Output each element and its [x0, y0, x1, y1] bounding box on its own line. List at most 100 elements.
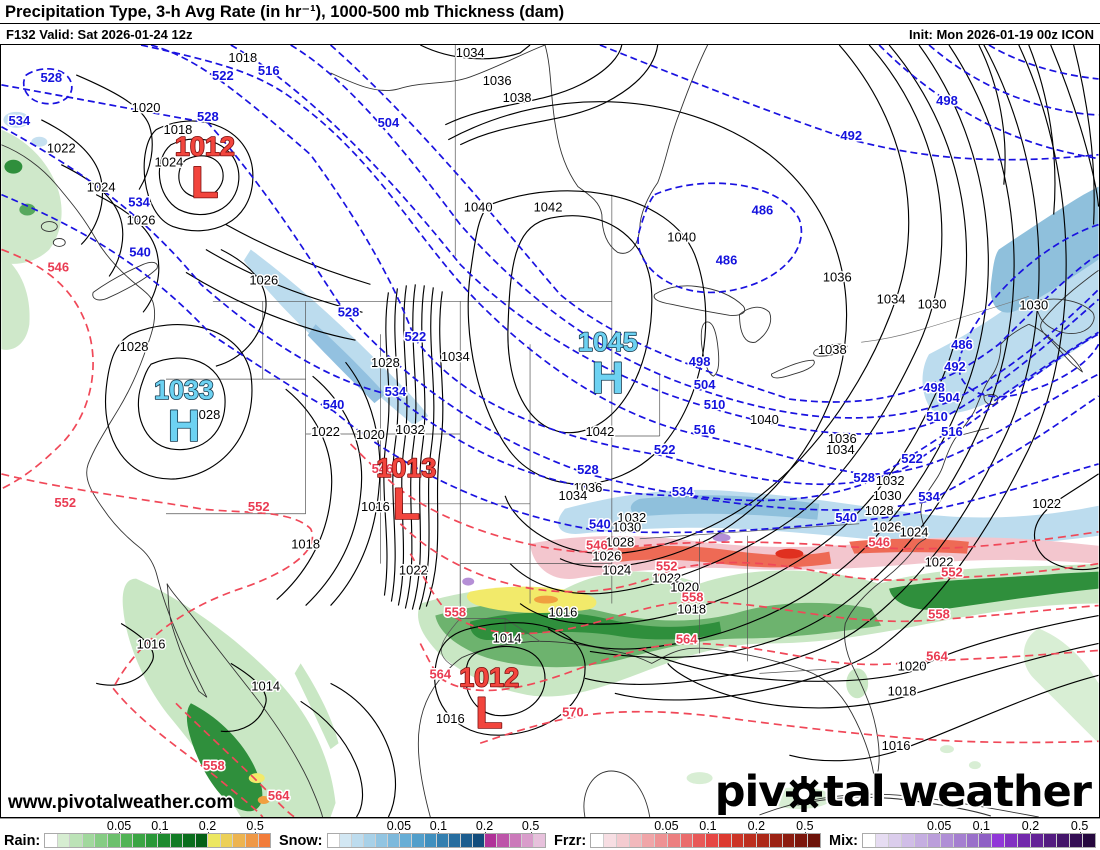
legend-color-cell [1005, 834, 1019, 847]
thickness-label-cold: 528 [577, 462, 599, 477]
thickness-label-warm: 564 [268, 788, 290, 803]
thickness-label-warm: 546 [586, 538, 608, 553]
contour-labels-layer: 1018 103410361038102010181022102410241026… [7, 45, 1063, 805]
thickness-label-cold: 492 [840, 128, 862, 143]
legend-label: Mix: [829, 833, 858, 849]
thickness-label-warm: 546 [372, 461, 394, 476]
thickness-label-warm: 546 [47, 259, 69, 274]
isobar-label: 1036 [573, 480, 602, 495]
legend-color-cell [769, 834, 783, 847]
legend-label: Snow: [279, 833, 323, 849]
thickness-label-warm: 552 [54, 495, 76, 510]
header: Precipitation Type, 3-h Avg Rate (in hr⁻… [0, 0, 1100, 24]
legend-color-cell [875, 834, 889, 847]
thickness-label-cold: 534 [9, 113, 31, 128]
isobar-label: 1024 [87, 180, 116, 195]
isobar-label: 1042 [585, 424, 614, 439]
isobar-lines [41, 45, 1099, 817]
isobar-label: 1024 [900, 525, 929, 540]
isobar-label: 1030 [918, 296, 947, 311]
legend-color-cell [966, 834, 980, 847]
thickness-label-cold: 486 [716, 252, 738, 267]
isobar-label: 1034 [456, 45, 485, 60]
isobar-label: 1034 [441, 349, 470, 364]
legend-tick-label: 0.05 [654, 819, 679, 833]
thickness-label-warm: 558 [682, 590, 704, 605]
legend-color-cell [45, 834, 58, 847]
weather-map-canvas: 1018 103410361038102010181022102410241026… [1, 45, 1099, 817]
thickness-label-cold: 540 [589, 517, 611, 532]
legend-color-cell [351, 834, 364, 847]
thickness-label-cold: 522 [901, 451, 923, 466]
init-time-label: Init: Mon 2026-01-19 00z ICON [909, 26, 1094, 42]
pressure-center-value: 1012 [459, 662, 519, 692]
legend-color-cell [667, 834, 681, 847]
thickness-label-warm: 564 [429, 666, 451, 681]
legend-color-cell [424, 834, 437, 847]
legend-group-frzr: Frzr: 0.05 0.1 0.2 0.5 [550, 819, 825, 850]
isobar-label: 1022 [652, 571, 681, 586]
legend-tick-label: 0.1 [972, 819, 991, 833]
legend-label: Frzr: [554, 833, 587, 849]
precip-legend: Rain: 0.05 0.1 0.2 0.5 Snow: 0.05 0.1 0.2 0.5 Frzr… [0, 818, 1100, 850]
isobar-label: 1040 [667, 229, 696, 244]
isobar-label: 1028 [371, 355, 400, 370]
thickness-label-cold: 528 [40, 70, 62, 85]
legend-color-cell [220, 834, 234, 847]
thickness-label-cold: 528 [338, 304, 360, 319]
thickness-label-cold: 504 [938, 390, 960, 405]
thickness-label-cold: 534 [672, 484, 694, 499]
isobar-label: 1018 [228, 50, 257, 65]
thickness-label-cold: 498 [936, 93, 958, 108]
legend-label: Rain: [4, 833, 41, 849]
thickness-label-cold: 516 [941, 424, 963, 439]
legend-color-cell [604, 834, 617, 847]
legend-color-cell [533, 834, 546, 847]
thickness-label-cold: 528 [853, 470, 875, 485]
thickness-label-cold: 486 [752, 203, 774, 218]
isobar-label: 1022 [399, 563, 428, 578]
legend-color-cell [133, 834, 146, 847]
high-pressure-marker: H [168, 400, 200, 451]
isobar-label: 1020 [132, 100, 161, 115]
legend-color-cell [706, 834, 719, 847]
thickness-label-warm: 570 [562, 704, 584, 719]
legend-color-cell [642, 834, 656, 847]
legend-color-cell [258, 834, 271, 847]
legend-color-cell [461, 834, 474, 847]
isobar-label: 1034 [877, 291, 906, 306]
legend-color-cell [412, 834, 425, 847]
valid-time-label: F132 Valid: Sat 2026-01-24 12z [6, 26, 193, 42]
isobar-label: 1040 [464, 200, 493, 215]
legend-color-cell [158, 834, 171, 847]
isobar-label: 1018 [164, 122, 193, 137]
thickness-label-cold: 510 [926, 409, 948, 424]
legend-color-cell [70, 834, 83, 847]
isobar-label: 1022 [1032, 496, 1061, 511]
isobar-label: 1032 [617, 510, 646, 525]
thickness-label-cold: 534 [918, 489, 940, 504]
gear-icon [786, 776, 823, 812]
isobar-label: 1020 [898, 658, 927, 673]
legend-color-cell [107, 834, 121, 847]
isobar-label: 1026 [873, 520, 902, 535]
thickness-label-cold: 504 [694, 377, 716, 392]
legend-color-cell [183, 834, 196, 847]
pivotal-weather-logo: piv tal weather [715, 767, 1092, 817]
legend-color-cell [914, 834, 928, 847]
legend-color-cell [757, 834, 770, 847]
legend-color-cell [1057, 834, 1070, 847]
isobar-label: 1018 [291, 537, 320, 552]
legend-color-cell [509, 834, 522, 847]
thickness-label-warm: 558 [928, 607, 950, 622]
thickness-label-cold: 540 [835, 510, 857, 525]
legend-color-cell [327, 834, 340, 847]
isobar-label: 1020 [670, 580, 699, 595]
thickness-label-cold: 540 [323, 397, 345, 412]
isobar-label: 1028 [605, 535, 634, 550]
thickness-label-warm: 552 [941, 565, 963, 580]
isobar-label: 1042 [534, 200, 563, 215]
isobar-label: 1034 [559, 488, 588, 503]
isobar-label: 1022 [925, 555, 954, 570]
